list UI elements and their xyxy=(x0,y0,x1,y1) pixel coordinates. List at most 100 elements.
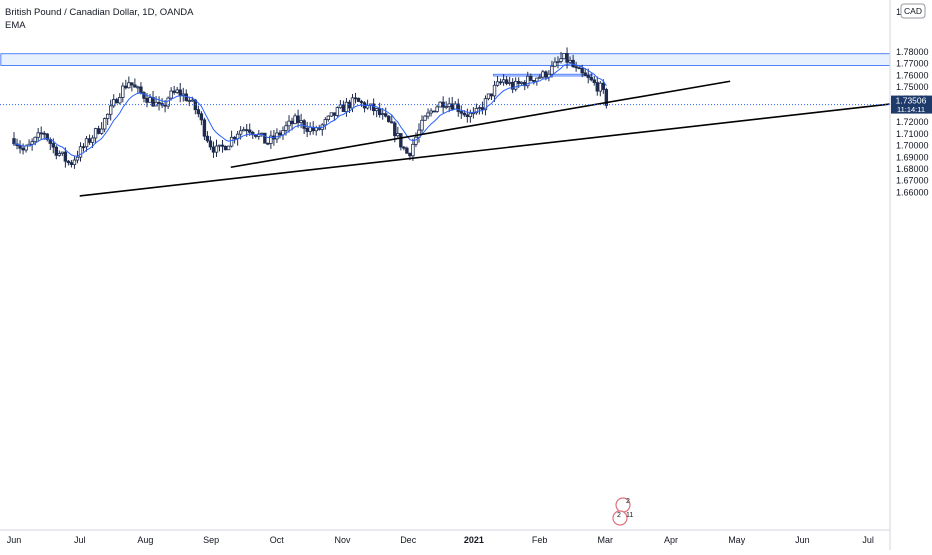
time-tick-label: Jun xyxy=(795,535,810,545)
candle-body xyxy=(538,76,542,79)
candle-body xyxy=(329,112,334,117)
candle-body xyxy=(501,79,506,83)
candle-body xyxy=(296,115,300,124)
last-price-marker[interactable] xyxy=(891,95,932,114)
candle-body xyxy=(157,101,161,104)
candle-body xyxy=(136,86,140,89)
candle-body xyxy=(205,135,210,142)
time-tick-label: Feb xyxy=(532,535,548,545)
candle-body xyxy=(248,129,252,133)
candle-body xyxy=(374,108,379,112)
candle-body xyxy=(299,120,303,124)
candle-body xyxy=(335,107,340,116)
candle-body xyxy=(517,80,521,84)
candle-body xyxy=(60,151,65,154)
trendlines-layer[interactable] xyxy=(79,80,891,197)
candle-body xyxy=(87,138,92,143)
candle-body xyxy=(435,106,439,112)
price-tick-label: 1.72000 xyxy=(896,117,929,127)
time-axis[interactable]: Jun Jul Aug Sep Oct Nov Dec 2021 Feb Mar Apr May Jun… xyxy=(7,535,874,545)
candle-body xyxy=(541,71,545,78)
countdown-label: 11:14:11 xyxy=(897,105,925,114)
candle-body xyxy=(42,132,46,135)
candle-body xyxy=(130,82,134,86)
candle-body xyxy=(202,119,207,137)
time-tick-label: Jun xyxy=(7,535,22,545)
candle-body xyxy=(305,127,309,132)
candle-body xyxy=(559,58,563,62)
candle-body xyxy=(99,128,104,134)
indicator-label[interactable]: EMA xyxy=(5,20,26,31)
candle-body xyxy=(387,115,391,123)
candle-body xyxy=(580,68,584,74)
time-tick-label: Mar xyxy=(598,535,614,545)
resistance-zone[interactable] xyxy=(0,53,891,66)
symbol-title[interactable]: British Pound / Canadian Dollar, 1D, OAN… xyxy=(5,7,194,18)
candle-body xyxy=(211,146,216,153)
price-tick-label: 1.71000 xyxy=(896,129,929,139)
candle-body xyxy=(284,125,288,131)
candle-body xyxy=(408,152,412,157)
candle-body xyxy=(535,77,539,82)
candle-body xyxy=(148,97,152,103)
candle-body xyxy=(529,75,533,81)
candle-body xyxy=(583,72,587,76)
candle-body xyxy=(142,92,146,99)
candle-body xyxy=(571,59,575,68)
price-tick-label: 1.69000 xyxy=(896,152,929,162)
candle-body xyxy=(468,112,473,118)
events-layer[interactable]: 2 2 11 xyxy=(612,497,633,526)
candle-body xyxy=(151,97,155,107)
candle-body xyxy=(556,61,560,63)
candle-body xyxy=(30,141,34,145)
currency-badge[interactable]: CAD xyxy=(900,3,926,19)
candle-body xyxy=(302,120,306,129)
price-tick-label: 1.67000 xyxy=(896,176,929,186)
candle-body xyxy=(444,106,448,108)
candle-body xyxy=(377,108,382,116)
candle-body xyxy=(399,133,403,148)
candle-body xyxy=(477,107,482,109)
candle-body xyxy=(24,145,28,151)
candle-body xyxy=(350,97,355,109)
candle-body xyxy=(33,136,37,143)
candle-body xyxy=(269,135,273,144)
candle-body xyxy=(69,162,74,165)
candle-body xyxy=(278,132,282,136)
candle-body xyxy=(450,103,454,110)
price-tick-label: 1.75000 xyxy=(896,82,929,92)
candle-body xyxy=(214,145,219,153)
candle-body xyxy=(562,53,566,60)
price-tick-label: 1.66000 xyxy=(896,187,929,197)
candle-body xyxy=(18,145,22,149)
candle-body xyxy=(495,81,500,86)
candle-body xyxy=(124,85,128,89)
candle-body xyxy=(232,136,237,140)
candle-body xyxy=(133,84,137,88)
candle-body xyxy=(220,144,225,147)
candle-body xyxy=(102,118,107,130)
candle-body xyxy=(574,66,578,69)
price-axis[interactable]: 1.780001.770001.760001.750001.740001.730… xyxy=(891,7,932,197)
candle-body xyxy=(127,82,131,89)
candle-body xyxy=(504,79,509,84)
candle-body xyxy=(166,97,170,107)
trendline[interactable] xyxy=(230,80,731,169)
candle-body xyxy=(510,81,515,90)
candle-body xyxy=(199,113,204,121)
trendline[interactable] xyxy=(79,103,891,197)
candle-body xyxy=(402,146,406,149)
time-tick-label: May xyxy=(728,535,746,545)
candle-body xyxy=(81,146,86,149)
currency-badge-box xyxy=(900,3,926,19)
ema-layer xyxy=(13,63,607,157)
candle-body xyxy=(39,132,43,135)
candle-body xyxy=(172,90,176,93)
candle-body xyxy=(405,147,409,154)
event-flag-icon[interactable] xyxy=(612,510,628,526)
candle-body xyxy=(169,90,173,99)
time-tick-label: Nov xyxy=(334,535,351,545)
